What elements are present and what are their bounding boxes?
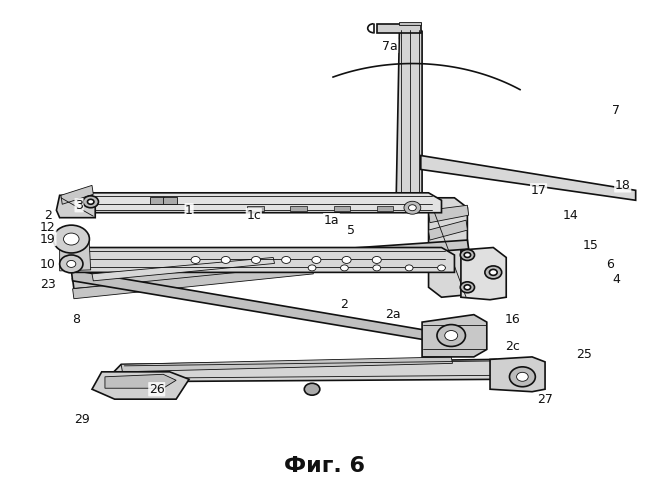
Polygon shape [248, 206, 263, 211]
Polygon shape [60, 248, 454, 272]
Circle shape [304, 384, 320, 395]
Circle shape [312, 256, 321, 264]
Text: 29: 29 [74, 412, 90, 426]
Text: 18: 18 [615, 179, 630, 192]
Text: 3: 3 [75, 198, 83, 211]
Circle shape [191, 256, 200, 264]
Polygon shape [396, 28, 422, 200]
Polygon shape [60, 234, 91, 271]
Text: 2: 2 [341, 298, 348, 311]
Polygon shape [163, 198, 177, 204]
Text: 1: 1 [185, 204, 193, 216]
Circle shape [485, 266, 502, 279]
Circle shape [341, 265, 348, 271]
Text: 7: 7 [612, 104, 620, 118]
Text: 6: 6 [606, 258, 614, 272]
Polygon shape [333, 206, 350, 211]
Circle shape [67, 260, 76, 268]
Circle shape [517, 372, 528, 382]
Circle shape [464, 252, 471, 258]
Polygon shape [60, 193, 441, 212]
Circle shape [510, 367, 536, 386]
Polygon shape [92, 372, 189, 399]
Polygon shape [428, 205, 469, 222]
Text: 14: 14 [563, 208, 578, 222]
Text: 12: 12 [40, 221, 56, 234]
Text: 27: 27 [537, 392, 553, 406]
Circle shape [342, 256, 351, 264]
Circle shape [408, 205, 416, 210]
Polygon shape [402, 198, 441, 212]
Circle shape [88, 200, 94, 204]
Text: Фиг. 6: Фиг. 6 [285, 456, 365, 476]
Circle shape [445, 330, 458, 340]
Circle shape [460, 282, 474, 293]
Text: 5: 5 [347, 224, 355, 236]
Circle shape [221, 256, 230, 264]
Text: 15: 15 [582, 238, 598, 252]
Text: 1a: 1a [324, 214, 339, 226]
Text: 16: 16 [505, 313, 521, 326]
Polygon shape [73, 254, 391, 289]
Circle shape [64, 233, 79, 245]
Circle shape [404, 202, 421, 214]
Circle shape [405, 265, 413, 271]
Circle shape [437, 265, 445, 271]
Circle shape [373, 265, 381, 271]
Text: 2c: 2c [505, 340, 520, 353]
Text: 19: 19 [40, 232, 56, 245]
Text: 7a: 7a [382, 40, 398, 52]
Text: 25: 25 [576, 348, 592, 361]
Polygon shape [399, 22, 421, 26]
Polygon shape [421, 156, 636, 200]
Circle shape [437, 324, 465, 346]
Text: 8: 8 [72, 313, 80, 326]
Polygon shape [73, 240, 469, 279]
Text: 2a: 2a [385, 308, 401, 321]
Text: 10: 10 [40, 258, 56, 272]
Circle shape [60, 255, 83, 273]
Circle shape [252, 256, 261, 264]
Polygon shape [461, 248, 506, 300]
Text: 23: 23 [40, 278, 56, 291]
Polygon shape [291, 206, 307, 211]
Polygon shape [377, 206, 393, 211]
Circle shape [281, 256, 291, 264]
Circle shape [464, 285, 471, 290]
Circle shape [489, 270, 497, 276]
Circle shape [308, 265, 316, 271]
Polygon shape [422, 314, 487, 357]
Polygon shape [428, 220, 467, 240]
Circle shape [460, 250, 474, 260]
Polygon shape [121, 357, 452, 372]
Circle shape [372, 256, 382, 264]
Circle shape [53, 225, 90, 253]
Polygon shape [57, 196, 96, 218]
Text: 4: 4 [612, 274, 620, 286]
Text: 26: 26 [149, 382, 164, 396]
Polygon shape [73, 265, 313, 298]
Polygon shape [150, 198, 164, 204]
Polygon shape [92, 258, 274, 281]
Polygon shape [428, 198, 467, 297]
Circle shape [83, 196, 98, 207]
Polygon shape [111, 360, 506, 382]
Polygon shape [490, 357, 545, 392]
Polygon shape [105, 374, 176, 388]
Polygon shape [72, 270, 452, 344]
Text: 1c: 1c [246, 208, 261, 222]
Polygon shape [61, 186, 94, 204]
Text: 17: 17 [530, 184, 547, 197]
Text: 2: 2 [44, 208, 52, 222]
Polygon shape [377, 24, 421, 32]
